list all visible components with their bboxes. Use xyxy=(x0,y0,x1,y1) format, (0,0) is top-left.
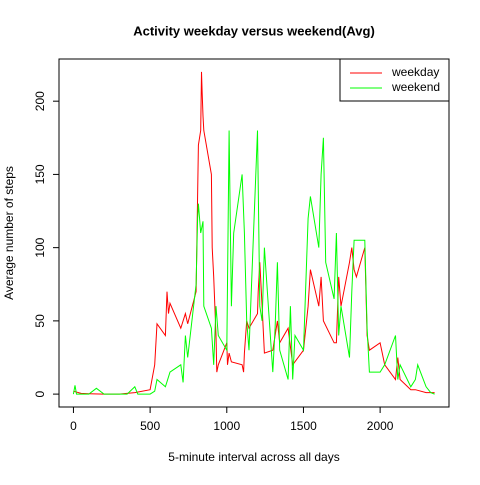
x-tick-label: 2000 xyxy=(367,419,394,433)
x-tick-label: 0 xyxy=(70,419,77,433)
y-tick-label: 0 xyxy=(33,390,47,397)
data-line xyxy=(72,130,435,395)
plot-box xyxy=(58,58,450,408)
legend-box xyxy=(339,58,450,102)
x-tick-label: 1500 xyxy=(290,419,317,433)
x-tick-label: 1000 xyxy=(213,419,240,433)
y-tick-label: 200 xyxy=(33,91,47,111)
chart-title: Activity weekday versus weekend(Avg) xyxy=(133,23,375,38)
y-axis-label: Average number of steps xyxy=(2,166,16,300)
data-line xyxy=(73,71,435,395)
y-tick-label: 150 xyxy=(33,164,47,184)
legend-label: weekday xyxy=(391,65,439,79)
x-axis-label: 5-minute interval across all days xyxy=(168,450,339,464)
y-tick-label: 100 xyxy=(33,237,47,257)
x-tick-label: 500 xyxy=(140,419,160,433)
legend-label: weekend xyxy=(391,80,440,94)
y-tick-label: 50 xyxy=(33,314,47,328)
